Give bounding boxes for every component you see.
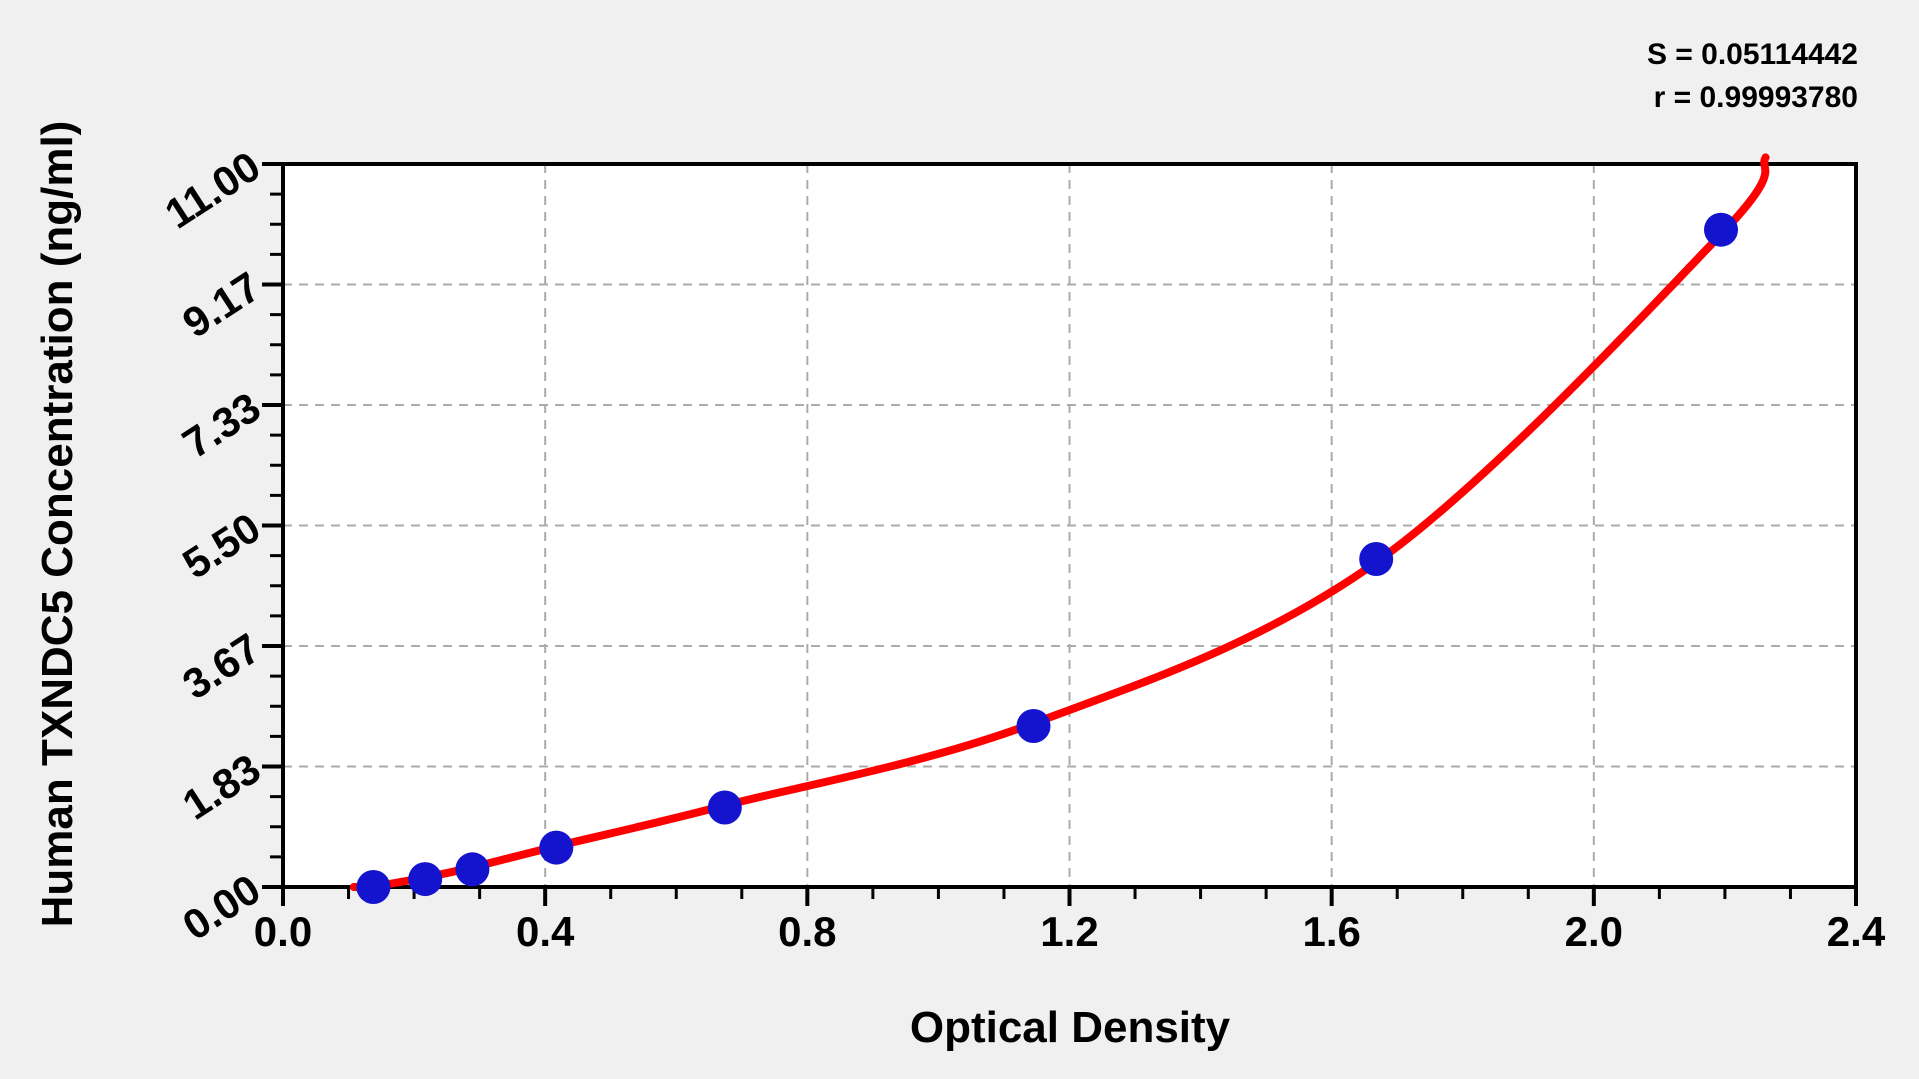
y-axis-title: Human TXNDC5 Concentration (ng/ml) — [33, 120, 82, 928]
data-point — [1359, 542, 1394, 576]
x-tick-label: 2.4 — [1827, 908, 1886, 955]
x-tick-label: 0.8 — [778, 908, 836, 955]
data-point — [1016, 709, 1051, 743]
data-point — [356, 870, 391, 904]
data-point — [1704, 212, 1738, 247]
fit-statistics: S = 0.05114442 r = 0.99993780 — [1647, 33, 1858, 119]
y-tick-label: 3.67 — [174, 624, 268, 708]
data-point — [707, 790, 742, 825]
y-tick-label: 11.00 — [157, 142, 269, 237]
data-point — [455, 852, 490, 887]
x-tick-label: 0.0 — [254, 908, 312, 955]
x-axis-title: Optical Density — [909, 1003, 1231, 1052]
x-tick-label: 2.0 — [1565, 908, 1623, 955]
y-tick-label: 7.33 — [174, 383, 268, 467]
y-tick-label: 9.17 — [174, 263, 268, 347]
axis-frame — [281, 162, 1858, 889]
x-tick-label: 1.6 — [1302, 908, 1360, 955]
y-tick-label: 1.83 — [174, 745, 268, 829]
fit-s-value: S = 0.05114442 — [1646, 38, 1858, 71]
y-tick-label: 5.50 — [174, 504, 268, 588]
x-tick-label: 0.4 — [516, 908, 575, 955]
x-tick-label: 1.2 — [1040, 908, 1098, 955]
data-point — [408, 862, 443, 897]
fit-r-value: r = 0.99993780 — [1653, 81, 1858, 114]
data-point — [539, 830, 574, 865]
